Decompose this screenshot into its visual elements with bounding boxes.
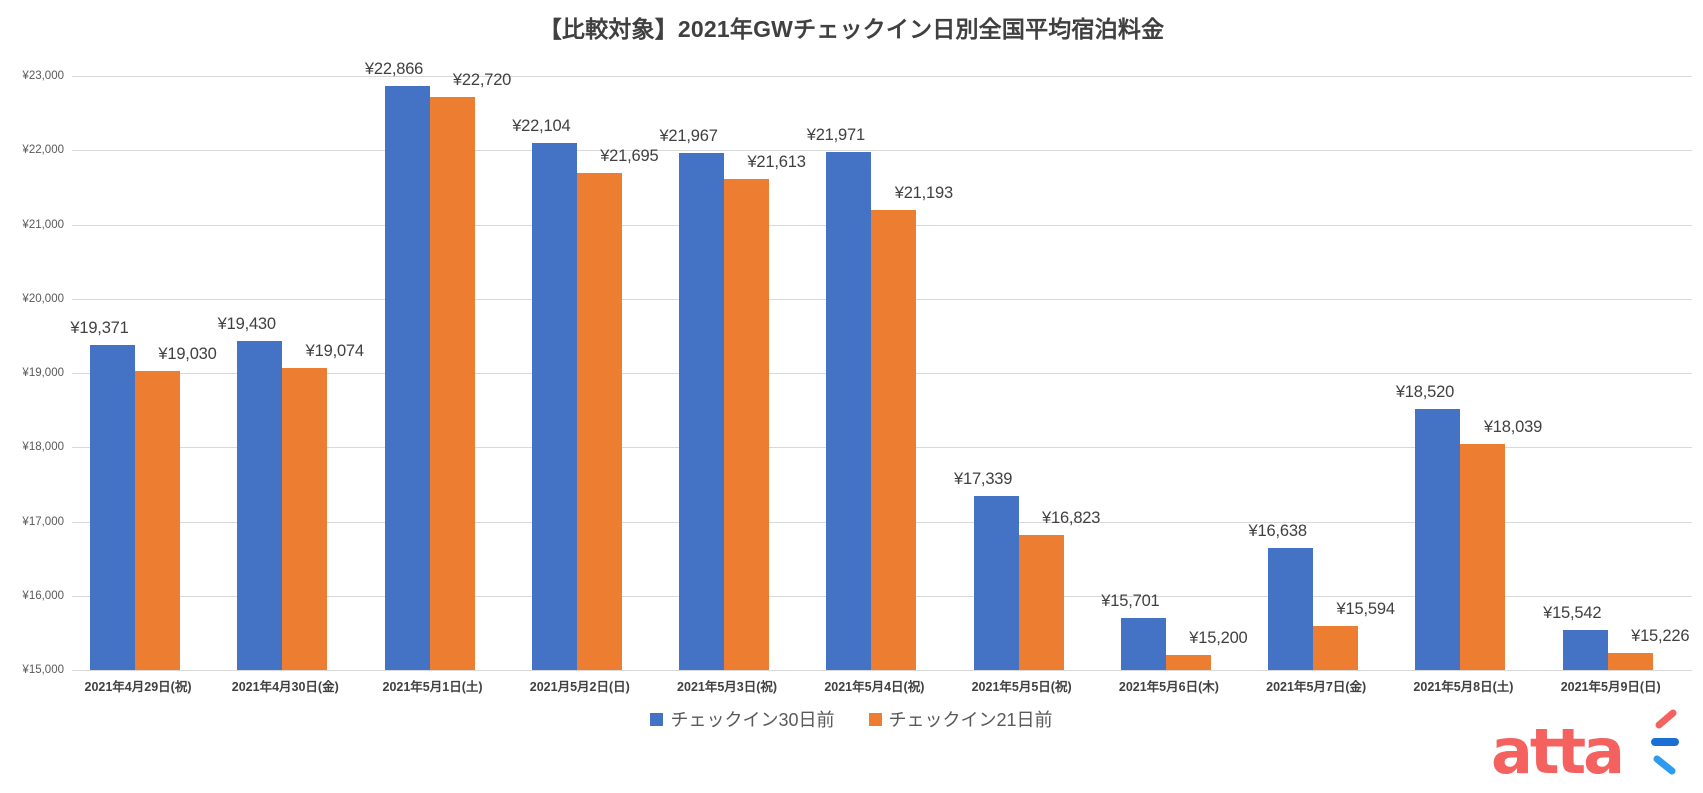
bar-value-label: ¥15,200 [1189, 629, 1248, 648]
x-axis-category-label: 2021年5月4日(祝) [824, 680, 925, 694]
y-axis-tick-label: ¥19,000 [22, 367, 64, 379]
bar-value-label: ¥15,594 [1336, 599, 1395, 618]
bar-group: ¥22,866 ¥22,720 2021年5月1日(土) [365, 60, 514, 694]
y-axis-tick-label: ¥23,000 [22, 70, 64, 82]
bar-series-21days[interactable] [1607, 653, 1653, 670]
bar-group: ¥19,430 ¥19,074 2021年4月30日(金) [217, 76, 366, 694]
y-axis-tick-label: ¥21,000 [22, 218, 64, 231]
x-axis-category-label: 2021年4月30日(金) [231, 680, 339, 694]
bar-series-21days[interactable] [1460, 444, 1506, 670]
bar-series-21days[interactable] [871, 210, 917, 670]
bar-series-21days[interactable] [1165, 655, 1211, 670]
plot-area: ¥23,000 ¥22,000 ¥21,000 ¥20,000 ¥19,000 ¥18,0… [22, 60, 1692, 694]
legend-item-checkin-21days[interactable]: チェックイン21日前 [868, 706, 1053, 732]
bar-series-30days[interactable] [237, 341, 283, 670]
x-axis-category-label: 2021年5月6日(木) [1118, 680, 1219, 694]
bar-series-21days[interactable] [1018, 534, 1064, 670]
bar-value-label: ¥15,226 [1631, 627, 1690, 646]
bar-value-label: ¥19,074 [305, 341, 364, 360]
bar-series-21days[interactable] [576, 172, 622, 670]
bar-group: ¥22,104 ¥21,695 2021月5月2日(日) [512, 76, 661, 694]
bar-group: ¥17,339 ¥16,823 2021年5月5日(祝) [954, 76, 1103, 694]
bar-value-label: ¥19,371 [70, 319, 129, 338]
logo-spark-icon [1651, 709, 1679, 775]
bar-value-label: ¥22,104 [512, 116, 571, 135]
bar-series-30days[interactable] [1268, 548, 1314, 670]
bar-group: ¥15,542 ¥15,226 2021年5月9日(日) [1543, 76, 1692, 694]
bar-series-30days[interactable] [679, 152, 725, 670]
atta-logo: atta [1491, 707, 1681, 785]
bar-group: ¥15,701 ¥15,200 2021年5月6日(木) [1101, 76, 1250, 694]
y-axis-tick-label: ¥20,000 [22, 292, 64, 305]
bar-value-label: ¥21,613 [747, 152, 806, 171]
bar-series-30days[interactable] [973, 496, 1019, 670]
bar-value-label: ¥22,720 [452, 70, 512, 89]
x-axis-category-label: 2021年5月7日(金) [1266, 680, 1367, 694]
bar-series-30days[interactable] [826, 152, 872, 670]
bar-value-label: ¥17,339 [954, 470, 1013, 489]
gridline [72, 150, 1692, 152]
bar-group: ¥21,967 ¥21,613 2021年5月3日(祝) [659, 76, 808, 694]
bar-series-30days[interactable] [1120, 617, 1166, 670]
bar-value-label: ¥16,638 [1248, 522, 1307, 541]
y-axis-tick-label: ¥15,000 [22, 664, 64, 676]
bar-series-21days[interactable] [724, 179, 770, 670]
legend-label: チェックイン30日前 [670, 710, 835, 730]
legend-swatch-icon [650, 712, 664, 726]
bar-value-label: ¥21,193 [894, 184, 953, 203]
bar-series-30days[interactable] [90, 345, 135, 670]
y-axis-tick-label: ¥18,000 [22, 441, 64, 454]
chart-legend: チェックイン30日前 チェックイン21日前 [0, 706, 1703, 732]
legend-item-checkin-30days[interactable]: チェックイン30日前 [650, 706, 835, 732]
x-axis-category-label: 2021年5月8日(土) [1413, 680, 1514, 694]
bar-series-21days[interactable] [429, 96, 475, 670]
bar-group: ¥21,971 ¥21,193 2021年5月4日(祝) [806, 76, 955, 694]
bar-value-label: ¥15,701 [1101, 591, 1160, 610]
x-axis-category-label: 2021年5月5日(祝) [971, 680, 1072, 694]
x-axis-category-label: 2021年5月3日(祝) [677, 680, 778, 694]
bar-series-30days[interactable] [531, 142, 577, 670]
bar-series-21days[interactable] [135, 370, 180, 670]
bar-value-label: ¥15,542 [1543, 603, 1602, 622]
bar-value-label: ¥16,823 [1042, 508, 1101, 527]
bar-value-label: ¥21,967 [659, 126, 718, 145]
bar-value-label: ¥19,030 [158, 344, 217, 363]
x-axis-category-label: 2021月5月2日(日) [529, 680, 630, 694]
x-axis-category-label: 2021年5月9日(日) [1560, 680, 1661, 694]
x-axis-category-label: 2021年5月1日(土) [382, 680, 483, 694]
bar-group: ¥16,638 ¥15,594 2021年5月7日(金) [1248, 76, 1397, 694]
bar-value-label: ¥21,971 [806, 126, 865, 145]
y-axis-tick-label: ¥16,000 [22, 589, 64, 602]
legend-swatch-icon [868, 712, 882, 726]
gridline [72, 670, 1692, 671]
bar-group: ¥18,520 ¥18,039 2021年5月8日(土) [1395, 76, 1544, 694]
bar-series-21days[interactable] [1313, 625, 1359, 670]
bar-value-label: ¥18,039 [1483, 418, 1543, 437]
page-title: 【比較対象】2021年GWチェックイン日別全国平均宿泊料金 [538, 16, 1165, 42]
bar-series-30days[interactable] [1562, 629, 1608, 670]
bar-value-label: ¥21,695 [600, 146, 659, 165]
bar-series-30days[interactable] [1415, 408, 1461, 670]
bar-series-21days[interactable] [282, 367, 328, 670]
bar-value-label: ¥19,430 [217, 315, 276, 334]
legend-label: チェックイン21日前 [888, 710, 1053, 730]
x-axis-category-label: 2021年4月29日(祝) [84, 680, 192, 694]
logo-wordmark: atta [1491, 715, 1625, 788]
y-axis-tick-label: ¥17,000 [22, 515, 64, 528]
bar-value-label: ¥22,866 [364, 59, 424, 78]
bar-value-label: ¥18,520 [1395, 382, 1455, 401]
gridline [72, 76, 1692, 77]
y-axis-tick-label: ¥22,000 [22, 144, 64, 157]
bar-group: ¥19,371 ¥19,030 2021年4月29日(祝) [70, 76, 219, 694]
bar-series-30days[interactable] [384, 85, 430, 670]
